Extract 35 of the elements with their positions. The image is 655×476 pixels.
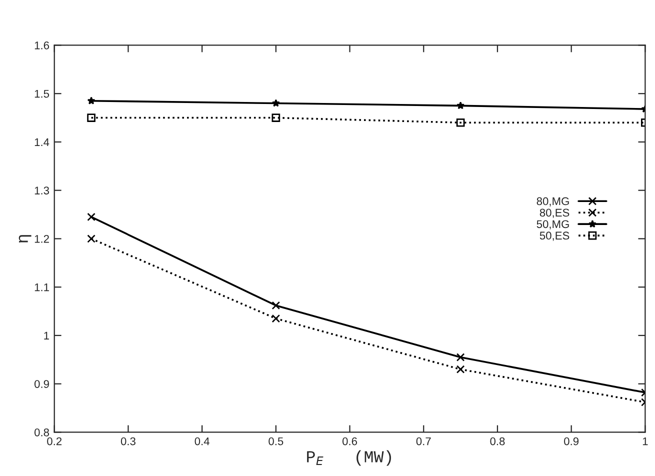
legend-label: 80,ES — [540, 208, 570, 218]
point — [456, 102, 465, 110]
point — [272, 314, 280, 323]
point — [456, 118, 465, 127]
y-tick-label: 1.3 — [34, 186, 50, 194]
legend-label: 50,ES — [540, 232, 570, 241]
x-tick-label: 0.7 — [416, 437, 431, 446]
x-tick-label: 0.4 — [194, 437, 210, 446]
legend-label: 50,MG — [536, 220, 569, 230]
point — [456, 365, 465, 374]
y-tick-label: 0.8 — [34, 428, 50, 436]
x-tick-label: 0.9 — [564, 437, 579, 446]
point — [272, 99, 280, 107]
x-tick-label: 0.8 — [490, 437, 505, 446]
y-tick-label: 1 — [44, 332, 49, 340]
y-tick-label: 1.4 — [34, 138, 50, 146]
point — [87, 96, 96, 104]
point — [87, 234, 96, 243]
point — [87, 212, 96, 222]
x-tick-label: 0.6 — [342, 437, 358, 446]
point — [87, 114, 96, 122]
point — [272, 114, 280, 122]
y-tick-label: 1.2 — [34, 234, 49, 243]
y-tick-label: 1.5 — [34, 90, 50, 98]
legend-label: 80,MG — [536, 197, 569, 206]
x-tick-label: 1 — [642, 437, 648, 446]
y-tick-label: 1.1 — [34, 283, 49, 292]
y-tick-label: 1.6 — [34, 41, 50, 50]
point — [456, 353, 465, 362]
x-tick-label: 0.2 — [47, 437, 62, 446]
x-tick-label: 0.5 — [268, 437, 284, 446]
y-axis-title: η — [18, 235, 32, 242]
y-tick-label: 0.9 — [34, 380, 49, 388]
x-tick-label: 0.3 — [120, 437, 136, 446]
text: P$_{E}$ (MW) — [307, 450, 391, 466]
